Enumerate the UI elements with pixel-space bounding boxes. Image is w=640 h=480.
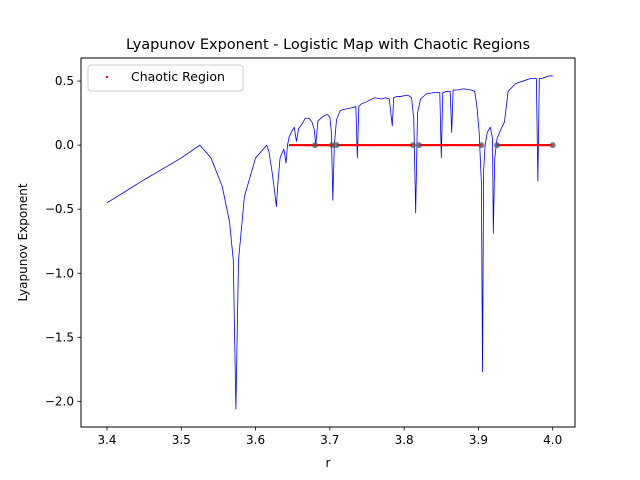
plot-area	[106, 75, 556, 410]
chart-title: Lyapunov Exponent - Logistic Map with Ch…	[126, 37, 530, 53]
highlight-point	[329, 142, 336, 149]
x-tick-label: 3.7	[320, 433, 339, 447]
x-tick-label: 3.8	[395, 433, 414, 447]
highlight-point	[416, 142, 422, 149]
y-tick-label: −2.0	[45, 394, 74, 408]
x-axis-label: r	[326, 456, 331, 470]
lyapunov-curve	[106, 75, 553, 410]
x-tick-label: 4.0	[543, 433, 562, 447]
legend-marker-chaotic-region	[106, 76, 108, 78]
legend-label-chaotic-region: Chaotic Region	[131, 69, 225, 84]
y-axis-label: Lyapunov Exponent	[16, 183, 30, 301]
axes: 3.4 3.5 3.6 3.7 3.8 3.9 4.0 −2.0 −1.5 −1.0 −0.5 0.0…	[45, 57, 576, 447]
y-tick-label: −1.0	[45, 266, 74, 280]
legend-frame	[87, 64, 244, 92]
y-tick-label: −0.5	[45, 202, 74, 216]
highlight-point	[333, 142, 340, 149]
x-tick-label: 3.5	[172, 433, 191, 447]
highlight-point	[494, 142, 500, 149]
x-tick-label: 3.4	[97, 433, 116, 447]
highlight-point	[312, 142, 318, 149]
axes-frame	[80, 57, 576, 428]
y-tick-label: 0.5	[55, 74, 74, 88]
x-tick-label: 3.9	[469, 433, 488, 447]
highlight-point	[478, 142, 485, 149]
y-tick-label: −1.5	[45, 330, 74, 344]
x-tick-label: 3.6	[246, 433, 265, 447]
highlight-point	[410, 142, 417, 149]
legend: Chaotic Region	[87, 64, 244, 92]
highlight-point	[549, 142, 556, 149]
y-tick-label: 0.0	[55, 138, 74, 152]
